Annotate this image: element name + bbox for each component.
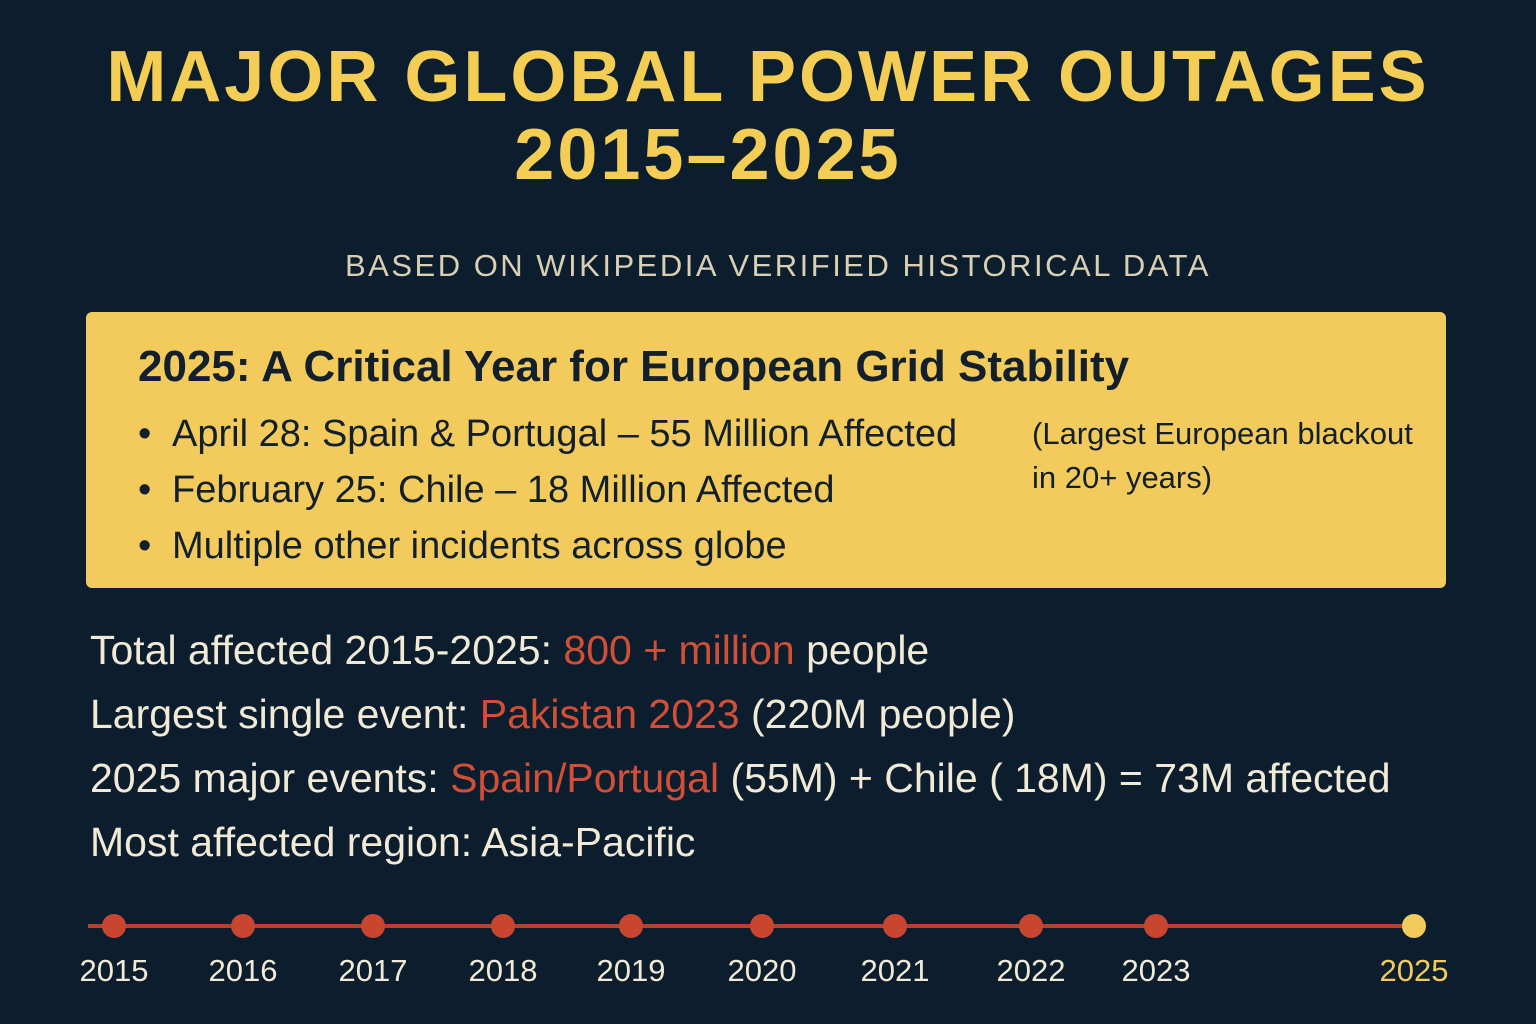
- stat-2025-events: 2025 major events: Spain/Portugal (55M) …: [90, 750, 1391, 814]
- timeline-year-label: 2023: [1121, 953, 1191, 988]
- timeline-year-label: 2021: [860, 953, 930, 988]
- stat-highlight: Spain/Portugal: [450, 755, 720, 801]
- stat-suffix: (55M) + Chile ( 18M) = 73M affected: [719, 755, 1391, 801]
- callout-heading: 2025: A Critical Year for European Grid …: [138, 342, 1130, 391]
- stat-label: 2025 major events:: [90, 755, 451, 801]
- callout-note: (Largest European blackout in 20+ years): [1032, 416, 1413, 495]
- timeline-year-label: 2017: [338, 953, 408, 988]
- stats-list: Total affected 2015-2025: 800 + million …: [90, 622, 1391, 878]
- stat-suffix: people: [794, 627, 930, 673]
- stat-largest-event: Largest single event: Pakistan 2023 (220…: [90, 686, 1391, 750]
- callout-bullet: • Multiple other incidents across globe: [138, 520, 957, 576]
- timeline-year-label: 2018: [468, 953, 538, 988]
- bullet-text: Multiple other incidents across globe: [172, 525, 787, 567]
- timeline-dot-2020: [750, 914, 774, 938]
- highlight-callout-box: 2025: A Critical Year for European Grid …: [86, 312, 1446, 588]
- stat-label: Total affected 2015-2025:: [90, 627, 564, 673]
- bullet-icon: •: [138, 413, 152, 455]
- timeline-dot-2022: [1019, 914, 1043, 938]
- bullet-icon: •: [138, 525, 152, 567]
- callout-bullet-list: • April 28: Spain & Portugal – 55 Million…: [138, 408, 957, 576]
- timeline-dot-2021: [883, 914, 907, 938]
- timeline-dot-2025: [1402, 914, 1426, 938]
- title-line-2: 2015–2025: [514, 115, 902, 195]
- stat-label: Most affected region: Asia-Pacific: [90, 819, 696, 865]
- bullet-text: February 25: Chile – 18 Million Affected: [172, 469, 835, 511]
- stat-most-affected-region: Most affected region: Asia-Pacific: [90, 814, 1391, 878]
- timeline-year-label: 2022: [996, 953, 1066, 988]
- bullet-icon: •: [138, 469, 152, 511]
- callout-bullet: • April 28: Spain & Portugal – 55 Million…: [138, 408, 957, 464]
- stat-highlight: Pakistan 2023: [479, 691, 740, 737]
- timeline-year-label: 2025: [1379, 953, 1449, 988]
- timeline-dot-2015: [102, 914, 126, 938]
- timeline-dot-2016: [231, 914, 255, 938]
- timeline-year-label: 2020: [727, 953, 797, 988]
- page-title: MAJOR GLOBAL POWER OUTAGES 2015–2025: [0, 38, 1536, 194]
- stat-total-affected: Total affected 2015-2025: 800 + million …: [90, 622, 1391, 686]
- title-line-1: MAJOR GLOBAL POWER OUTAGES: [106, 37, 1430, 117]
- stat-label: Largest single event:: [90, 691, 480, 737]
- timeline-dot-2017: [361, 914, 385, 938]
- timeline-dot-2023: [1144, 914, 1168, 938]
- bullet-text: April 28: Spain & Portugal – 55 Million …: [172, 413, 958, 455]
- timeline-year-label: 2019: [596, 953, 666, 988]
- page-subtitle: BASED ON WIKIPEDIA VERIFIED HISTORICAL D…: [344, 248, 1211, 283]
- timeline-dots: [102, 914, 1426, 938]
- timeline-year-label: 2015: [79, 953, 149, 988]
- stat-suffix: (220M people): [739, 691, 1016, 737]
- timeline-dot-2019: [619, 914, 643, 938]
- timeline-year-label: 2016: [208, 953, 278, 988]
- callout-bullet: • February 25: Chile – 18 Million Affecte…: [138, 464, 957, 520]
- timeline-dot-2018: [491, 914, 515, 938]
- stat-highlight: 800 + million: [563, 627, 795, 673]
